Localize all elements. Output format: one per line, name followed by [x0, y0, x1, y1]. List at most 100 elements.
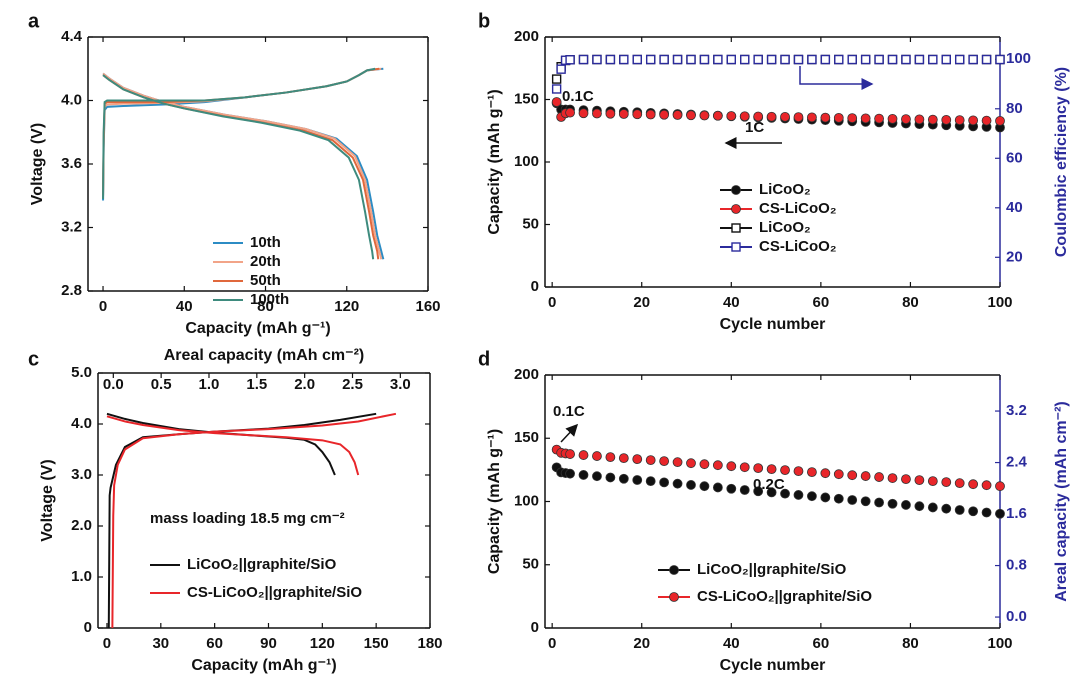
x-axis-label: Capacity (mAh g⁻¹): [191, 657, 336, 674]
legend-label: CS-LiCoO₂||graphite/SiO: [187, 584, 362, 601]
marker: [941, 114, 952, 125]
marker: [672, 110, 683, 120]
annotation: mass loading 18.5 mg cm⁻²: [150, 510, 345, 527]
marker: [833, 493, 844, 504]
marker: [726, 483, 737, 494]
legend-label: 10th: [250, 234, 281, 251]
y-tick-label: 50: [522, 215, 539, 232]
x2-tick-label: 0.0: [103, 376, 124, 393]
y2-tick-label: 60: [1006, 149, 1023, 166]
x-axis-label: Cycle number: [720, 316, 826, 333]
marker: [860, 471, 871, 481]
marker: [713, 54, 723, 65]
marker: [874, 472, 884, 482]
x-tick-label: 40: [723, 294, 740, 311]
y2-tick-label: 0.0: [1006, 608, 1027, 625]
x2-tick-label: 3.0: [390, 376, 411, 393]
marker: [592, 54, 602, 65]
marker: [551, 84, 562, 94]
marker: [820, 492, 831, 503]
marker: [914, 501, 925, 512]
marker: [847, 54, 857, 65]
legend-label: CS-LiCoO₂: [759, 200, 837, 217]
y-tick-label: 3.0: [71, 466, 92, 483]
marker: [592, 471, 602, 482]
y2-tick-label: 40: [1006, 199, 1023, 216]
x-tick-label: 90: [260, 635, 277, 652]
marker: [565, 55, 575, 65]
x-axis-label: Capacity (mAh g⁻¹): [185, 320, 330, 337]
marker: [659, 477, 670, 488]
marker: [726, 461, 737, 472]
marker: [968, 115, 979, 126]
marker: [605, 452, 616, 462]
marker: [981, 480, 992, 491]
x-tick-label: 80: [902, 294, 919, 311]
marker: [860, 113, 871, 124]
marker: [807, 467, 817, 478]
marker: [995, 481, 1005, 492]
marker: [941, 54, 951, 65]
legend-label: 100th: [250, 291, 289, 308]
x-tick-label: 160: [415, 298, 440, 315]
legend-label: 50th: [250, 272, 281, 289]
marker: [995, 54, 1005, 65]
marker: [565, 468, 575, 479]
marker: [551, 97, 562, 107]
legend-marker: [731, 185, 741, 195]
x-tick-label: 180: [417, 635, 442, 652]
marker: [686, 54, 696, 65]
marker: [780, 54, 790, 65]
marker: [807, 491, 817, 502]
x-tick-label: 80: [257, 298, 274, 315]
x-tick-label: 40: [723, 635, 740, 652]
marker: [874, 497, 884, 508]
marker: [793, 466, 804, 477]
marker: [618, 109, 629, 119]
marker: [954, 478, 965, 489]
marker: [712, 110, 723, 121]
panel-label: b: [478, 10, 490, 32]
y2-tick-label: 1.6: [1006, 505, 1027, 522]
legend-label: LiCoO₂: [759, 219, 811, 236]
y2-axis-label: Coulombic efficiency (%): [1053, 67, 1070, 257]
marker: [995, 508, 1005, 519]
marker: [739, 485, 750, 495]
y-tick-label: 50: [522, 556, 539, 573]
legend-label: 20th: [250, 253, 281, 270]
marker: [780, 488, 790, 499]
legend-marker: [669, 592, 679, 602]
marker: [874, 54, 884, 65]
marker: [672, 478, 683, 489]
marker: [565, 449, 575, 459]
marker: [968, 479, 979, 490]
x2-tick-label: 2.0: [294, 376, 315, 393]
panel-label: d: [478, 348, 490, 370]
marker: [578, 470, 589, 480]
y-tick-label: 3.6: [61, 155, 82, 172]
x-tick-label: 150: [364, 635, 389, 652]
marker: [793, 54, 804, 65]
marker: [901, 474, 911, 485]
marker: [954, 115, 965, 126]
arrow: [560, 423, 579, 443]
x-tick-label: 60: [813, 635, 830, 652]
x2-axis-label: Areal capacity (mAh cm⁻²): [164, 347, 365, 364]
marker: [780, 465, 790, 476]
marker: [686, 480, 696, 490]
marker: [793, 490, 804, 500]
x-tick-label: 100: [987, 294, 1012, 311]
marker: [592, 451, 602, 461]
marker: [578, 108, 589, 119]
marker: [632, 454, 643, 465]
marker: [820, 112, 831, 123]
y-tick-label: 150: [514, 90, 539, 107]
y-tick-label: 200: [514, 366, 539, 383]
x-tick-label: 100: [987, 635, 1012, 652]
marker: [766, 487, 777, 498]
marker: [981, 115, 992, 126]
marker: [887, 54, 898, 65]
marker: [753, 54, 763, 65]
marker: [556, 64, 566, 74]
marker: [699, 459, 710, 470]
